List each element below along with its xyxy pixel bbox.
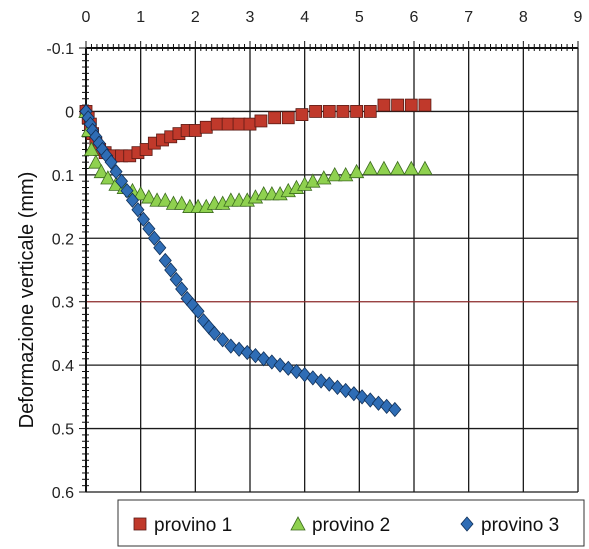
data-point	[389, 160, 406, 175]
data-point	[88, 154, 104, 169]
legend-entry: provino 1	[133, 515, 232, 536]
data-point	[191, 303, 205, 319]
data-point	[157, 192, 173, 207]
data-point	[336, 105, 350, 118]
x-tick-label: 7	[464, 9, 473, 26]
data-point	[173, 195, 190, 210]
y-tick-label: 0.6	[52, 485, 74, 502]
y-tick-label: 0.2	[52, 231, 74, 248]
y-tick-label: 0.4	[52, 358, 74, 375]
data-point	[132, 186, 149, 201]
data-point	[350, 105, 364, 118]
data-point	[327, 167, 343, 182]
data-point	[100, 170, 116, 185]
data-point	[175, 281, 189, 297]
data-point	[147, 230, 161, 246]
legend-marker	[460, 516, 474, 532]
series-provino-1	[79, 98, 432, 163]
data-point	[322, 105, 336, 118]
data-point	[115, 173, 129, 189]
x-tick-label: 2	[191, 9, 200, 26]
legend-label: provino 2	[312, 515, 390, 536]
data-point	[404, 98, 418, 112]
x-tick-label: 9	[574, 9, 583, 26]
data-point	[93, 163, 109, 179]
data-point	[248, 348, 262, 364]
data-point	[232, 117, 246, 131]
data-point	[348, 163, 365, 179]
x-tick-label: 1	[136, 9, 145, 26]
series-provino-3	[79, 103, 402, 418]
data-point	[362, 160, 378, 175]
legend-marker	[133, 517, 147, 531]
data-point	[305, 173, 321, 188]
y-tick-labels: -0.1 0 0.1 0.2 0.3 0.4 0.5 0.6	[46, 41, 74, 502]
data-point	[376, 160, 392, 175]
data-point	[216, 332, 230, 348]
x-tick-labels: 0 1 2 3 4 5 6 7 8 9	[82, 9, 583, 26]
data-point	[136, 211, 150, 227]
data-point	[104, 154, 118, 170]
data-point	[309, 105, 323, 118]
legend-marker	[290, 516, 306, 531]
data-point	[120, 183, 134, 199]
legend: provino 1 provino 2 provino 3	[117, 499, 585, 547]
data-point	[388, 401, 402, 418]
data-point	[417, 160, 433, 175]
data-point	[281, 111, 295, 125]
data-point	[337, 167, 354, 182]
data-point	[403, 160, 419, 175]
data-point	[268, 111, 282, 125]
data-point	[153, 240, 167, 256]
x-tick-label: 0	[82, 9, 91, 26]
data-point	[207, 325, 221, 342]
data-point	[83, 141, 100, 156]
data-point	[164, 262, 178, 278]
data-point	[188, 124, 202, 137]
data-point	[210, 117, 224, 131]
data-point	[391, 98, 405, 112]
data-point	[169, 271, 183, 288]
legend-label: provino 1	[154, 515, 232, 536]
data-point	[131, 202, 145, 218]
x-tick-label: 8	[519, 9, 528, 26]
y-tick-label: 0.5	[52, 422, 74, 439]
data-point	[316, 170, 332, 185]
data-point	[221, 117, 235, 131]
legend-label: provino 3	[481, 515, 559, 536]
legend-entry: provino 2	[290, 515, 390, 536]
legend-entry: provino 3	[460, 515, 559, 536]
y-tick-label: -0.1	[46, 41, 74, 58]
data-point	[295, 108, 309, 121]
data-point	[243, 117, 257, 131]
x-tick-label: 4	[300, 9, 309, 26]
x-tick-label: 6	[410, 9, 419, 26]
data-point	[199, 120, 213, 134]
data-point	[141, 189, 157, 204]
y-tick-label: 0	[65, 104, 74, 121]
data-point	[254, 114, 268, 128]
data-point	[158, 252, 172, 269]
legend-box	[117, 499, 585, 547]
y-tick-label: 0.1	[52, 168, 74, 185]
y-tick-label: 0.3	[52, 295, 74, 312]
data-point	[125, 192, 139, 208]
x-tick-label: 3	[246, 9, 255, 26]
data-point	[377, 98, 391, 112]
data-point	[418, 98, 432, 112]
x-tick-label: 5	[355, 9, 364, 26]
data-point	[109, 164, 123, 180]
data-series	[78, 98, 433, 418]
data-point	[142, 221, 156, 237]
data-point	[363, 105, 377, 118]
y-axis-label: Deformazione verticale (mm)	[16, 172, 38, 429]
